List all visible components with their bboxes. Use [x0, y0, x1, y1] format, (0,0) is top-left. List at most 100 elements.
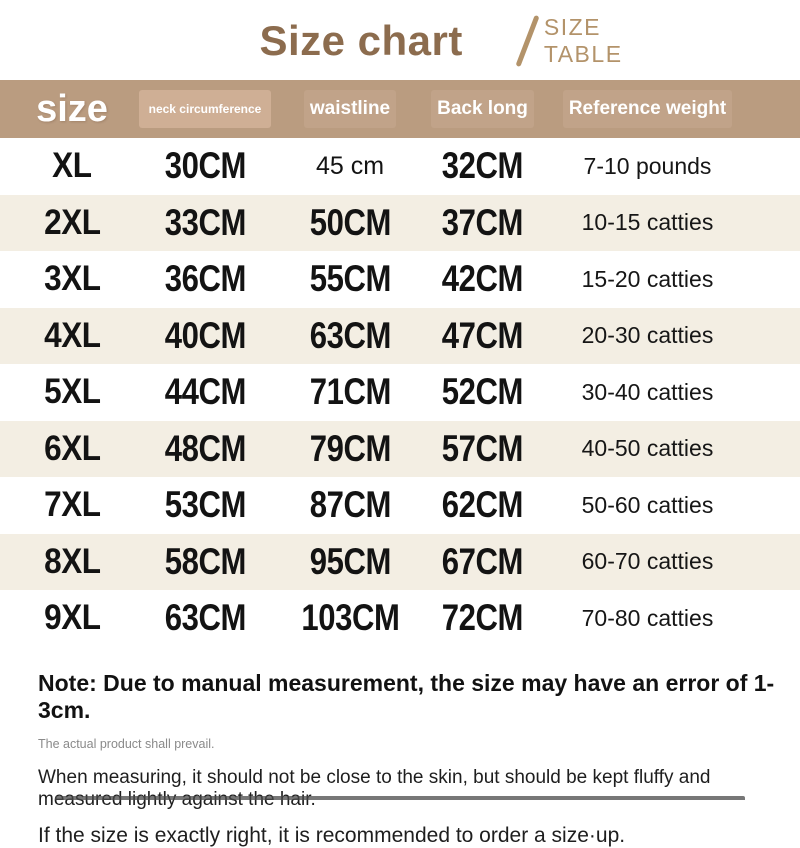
- column-header-neck-circumference: neck circumference: [130, 90, 280, 128]
- cell-waist: 79CM: [280, 428, 420, 470]
- cell-waist: 50CM: [280, 202, 420, 244]
- page-subtitle-line2: TABLE: [543, 41, 623, 67]
- column-header-reference-weight: Reference weight: [545, 90, 800, 128]
- cell-waist-value: 103CM: [300, 597, 400, 639]
- cell-back-value: 32CM: [441, 145, 524, 187]
- cell-back-value: 62CM: [441, 484, 524, 526]
- table-row-7xl: 7XL 53CM 87CM 62CM 50-60 catties: [0, 477, 800, 534]
- cell-size-value: 3XL: [43, 259, 101, 299]
- cell-neck-value: 40CM: [164, 314, 246, 356]
- cell-waist: 63CM: [280, 315, 420, 357]
- cell-waist-value: 95CM: [309, 540, 391, 582]
- cell-size: 6XL: [0, 429, 130, 469]
- cell-waist-value: 55CM: [309, 258, 391, 300]
- table-row-9xl: 9XL 63CM 103CM 72CM 70-80 catties: [0, 590, 800, 647]
- cell-waist-value: 79CM: [309, 427, 391, 469]
- cell-neck: 33CM: [130, 202, 280, 244]
- cell-weight-value: 40-50 catties: [581, 435, 714, 462]
- page-subtitle: SIZE TABLE: [544, 14, 623, 68]
- column-header-back-long-label: Back long: [431, 90, 534, 128]
- cell-size: 5XL: [0, 372, 130, 412]
- note-size-up-recommendation: If the size is exactly right, it is reco…: [38, 824, 626, 847]
- cell-waist-value: 45 cm: [315, 151, 385, 180]
- page-header: Size chart SIZE TABLE: [0, 8, 800, 74]
- cell-back: 52CM: [420, 371, 545, 413]
- cell-neck: 58CM: [130, 541, 280, 583]
- cell-back-value: 72CM: [441, 597, 524, 639]
- cell-back: 42CM: [420, 258, 545, 300]
- cell-back: 62CM: [420, 484, 545, 526]
- column-header-size-label: size: [36, 87, 108, 130]
- table-row-xl: XL 30CM 45 cm 32CM 7-10 pounds: [0, 138, 800, 195]
- cell-weight: 50-60 catties: [545, 492, 800, 519]
- slash-divider-icon: [515, 14, 540, 68]
- cell-size-value: 5XL: [43, 372, 101, 412]
- cell-size: 7XL: [0, 485, 130, 525]
- column-header-reference-weight-label: Reference weight: [562, 90, 733, 128]
- cell-size-value: 6XL: [43, 428, 101, 468]
- cell-waist: 55CM: [280, 258, 420, 300]
- page-subtitle-line1: SIZE: [543, 13, 601, 40]
- cell-back-value: 57CM: [441, 427, 524, 469]
- cell-neck-value: 30CM: [164, 145, 246, 187]
- cell-weight: 30-40 catties: [545, 379, 800, 406]
- cell-back-value: 37CM: [441, 201, 524, 243]
- size-chart-page: Size chart SIZE TABLE size neck circumfe…: [0, 8, 800, 847]
- cell-back: 37CM: [420, 202, 545, 244]
- cell-weight-value: 10-15 catties: [581, 209, 714, 236]
- cell-waist-value: 71CM: [309, 371, 391, 413]
- cell-waist-value: 87CM: [309, 484, 391, 526]
- cell-size: 2XL: [0, 203, 130, 243]
- cell-weight-value: 70-80 catties: [581, 604, 714, 631]
- cell-weight: 10-15 catties: [545, 209, 800, 236]
- cell-waist: 45 cm: [280, 152, 420, 181]
- page-title: Size chart: [259, 17, 463, 64]
- cell-waist-value: 63CM: [309, 314, 391, 356]
- cell-back: 57CM: [420, 428, 545, 470]
- cell-size-value: 4XL: [43, 315, 101, 355]
- cell-neck: 30CM: [130, 145, 280, 187]
- cell-size-value: 8XL: [43, 541, 101, 581]
- cell-back-value: 47CM: [441, 314, 524, 356]
- cell-size-value: 9XL: [43, 598, 101, 638]
- cell-size: 8XL: [0, 542, 130, 582]
- cell-waist-value: 50CM: [309, 201, 391, 243]
- cell-weight-value: 7-10 pounds: [583, 152, 712, 179]
- cell-size: 9XL: [0, 598, 130, 638]
- cell-neck: 44CM: [130, 371, 280, 413]
- size-table: size neck circumference waistline Back l…: [0, 80, 800, 647]
- cell-size: 3XL: [0, 259, 130, 299]
- bottom-crop-bar: [55, 796, 745, 800]
- table-row-6xl: 6XL 48CM 79CM 57CM 40-50 catties: [0, 420, 800, 477]
- table-row-2xl: 2XL 33CM 50CM 37CM 10-15 catties: [0, 194, 800, 251]
- cell-size-value: 2XL: [43, 202, 101, 242]
- table-row-8xl: 8XL 58CM 95CM 67CM 60-70 catties: [0, 533, 800, 590]
- cell-neck: 53CM: [130, 484, 280, 526]
- note-measurement-error: Note: Due to manual measurement, the siz…: [38, 670, 775, 723]
- cell-neck-value: 36CM: [164, 258, 246, 300]
- note-actual-product: The actual product shall prevail.: [38, 737, 215, 751]
- cell-neck: 63CM: [130, 597, 280, 639]
- cell-back-value: 42CM: [441, 258, 524, 300]
- cell-weight: 20-30 catties: [545, 322, 800, 349]
- cell-back: 67CM: [420, 541, 545, 583]
- cell-weight: 70-80 catties: [545, 605, 800, 632]
- cell-size-value: XL: [52, 146, 92, 186]
- cell-weight-value: 60-70 catties: [581, 548, 714, 575]
- cell-weight: 60-70 catties: [545, 548, 800, 575]
- column-header-size: size: [0, 88, 130, 131]
- column-header-waistline-label: waistline: [303, 90, 397, 128]
- cell-neck: 48CM: [130, 428, 280, 470]
- cell-weight-value: 30-40 catties: [581, 378, 714, 405]
- cell-waist: 103CM: [280, 597, 420, 639]
- cell-neck: 40CM: [130, 315, 280, 357]
- cell-waist: 87CM: [280, 484, 420, 526]
- cell-neck-value: 53CM: [164, 484, 246, 526]
- cell-back: 72CM: [420, 597, 545, 639]
- column-header-neck-label: neck circumference: [138, 90, 272, 128]
- cell-size: XL: [0, 146, 130, 186]
- cell-waist: 71CM: [280, 371, 420, 413]
- cell-weight-value: 15-20 catties: [581, 265, 714, 292]
- column-header-waistline: waistline: [280, 90, 420, 128]
- table-row-4xl: 4XL 40CM 63CM 47CM 20-30 catties: [0, 307, 800, 364]
